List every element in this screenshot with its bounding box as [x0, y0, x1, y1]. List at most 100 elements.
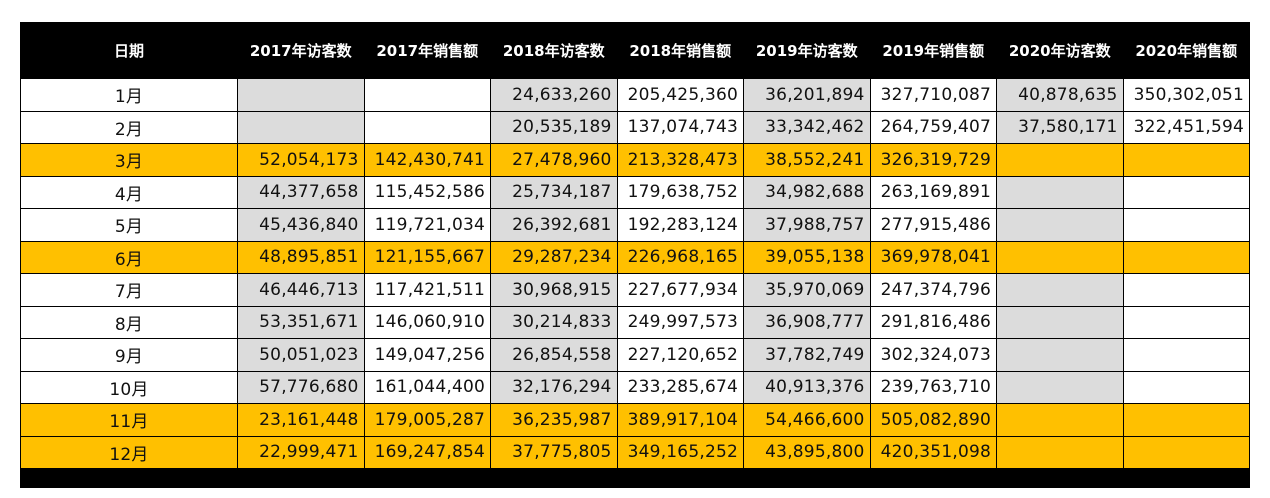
column-header[interactable]: 2018年销售额: [617, 22, 744, 79]
value-cell[interactable]: 115,452,586: [363, 175, 491, 209]
month-cell[interactable]: 6月: [20, 240, 238, 274]
month-cell[interactable]: 10月: [20, 370, 238, 404]
month-cell[interactable]: 9月: [20, 338, 238, 372]
month-cell[interactable]: 5月: [20, 208, 238, 242]
value-cell[interactable]: 39,055,138: [743, 240, 871, 274]
value-cell[interactable]: 32,176,294: [490, 370, 618, 404]
value-cell[interactable]: [996, 143, 1124, 177]
value-cell[interactable]: [996, 435, 1124, 469]
value-cell[interactable]: 420,351,098: [869, 435, 997, 469]
value-cell[interactable]: 36,201,894: [743, 78, 871, 112]
value-cell[interactable]: 119,721,034: [363, 208, 491, 242]
value-cell[interactable]: 48,895,851: [237, 240, 365, 274]
value-cell[interactable]: 53,351,671: [237, 305, 365, 339]
value-cell[interactable]: [1122, 403, 1250, 437]
value-cell[interactable]: 146,060,910: [363, 305, 491, 339]
column-header[interactable]: 2019年访客数: [743, 22, 870, 79]
value-cell[interactable]: [996, 338, 1124, 372]
value-cell[interactable]: 23,161,448: [237, 403, 365, 437]
value-cell[interactable]: [1122, 240, 1250, 274]
value-cell[interactable]: 121,155,667: [363, 240, 491, 274]
value-cell[interactable]: 291,816,486: [869, 305, 997, 339]
value-cell[interactable]: 322,451,594: [1122, 110, 1250, 144]
value-cell[interactable]: 45,436,840: [237, 208, 365, 242]
column-header[interactable]: 2018年访客数: [490, 22, 617, 79]
value-cell[interactable]: 52,054,173: [237, 143, 365, 177]
value-cell[interactable]: 350,302,051: [1122, 78, 1250, 112]
value-cell[interactable]: 29,287,234: [490, 240, 618, 274]
value-cell[interactable]: 263,169,891: [869, 175, 997, 209]
value-cell[interactable]: 327,710,087: [869, 78, 997, 112]
column-header[interactable]: 2020年销售额: [1123, 22, 1250, 79]
month-cell[interactable]: 2月: [20, 110, 238, 144]
value-cell[interactable]: [996, 370, 1124, 404]
value-cell[interactable]: 33,342,462: [743, 110, 871, 144]
value-cell[interactable]: 30,214,833: [490, 305, 618, 339]
value-cell[interactable]: 40,913,376: [743, 370, 871, 404]
value-cell[interactable]: 349,165,252: [616, 435, 744, 469]
value-cell[interactable]: 43,895,800: [743, 435, 871, 469]
column-header[interactable]: 2020年访客数: [996, 22, 1123, 79]
value-cell[interactable]: 36,908,777: [743, 305, 871, 339]
value-cell[interactable]: [996, 273, 1124, 307]
value-cell[interactable]: 40,878,635: [996, 78, 1124, 112]
value-cell[interactable]: 24,633,260: [490, 78, 618, 112]
column-header-date[interactable]: 日期: [20, 22, 238, 79]
value-cell[interactable]: [1122, 208, 1250, 242]
value-cell[interactable]: 37,775,805: [490, 435, 618, 469]
value-cell[interactable]: [1122, 175, 1250, 209]
value-cell[interactable]: 179,005,287: [363, 403, 491, 437]
value-cell[interactable]: 227,677,934: [616, 273, 744, 307]
value-cell[interactable]: 326,319,729: [869, 143, 997, 177]
value-cell[interactable]: [996, 240, 1124, 274]
value-cell[interactable]: 505,082,890: [869, 403, 997, 437]
value-cell[interactable]: [1122, 273, 1250, 307]
value-cell[interactable]: 37,580,171: [996, 110, 1124, 144]
value-cell[interactable]: 26,854,558: [490, 338, 618, 372]
value-cell[interactable]: 369,978,041: [869, 240, 997, 274]
value-cell[interactable]: 277,915,486: [869, 208, 997, 242]
value-cell[interactable]: 213,328,473: [616, 143, 744, 177]
month-cell[interactable]: 8月: [20, 305, 238, 339]
value-cell[interactable]: 226,968,165: [616, 240, 744, 274]
month-cell[interactable]: 12月: [20, 435, 238, 469]
value-cell[interactable]: [1122, 435, 1250, 469]
value-cell[interactable]: 239,763,710: [869, 370, 997, 404]
column-header[interactable]: 2019年销售额: [870, 22, 997, 79]
value-cell[interactable]: 249,997,573: [616, 305, 744, 339]
value-cell[interactable]: [1122, 143, 1250, 177]
value-cell[interactable]: 35,970,069: [743, 273, 871, 307]
value-cell[interactable]: [996, 208, 1124, 242]
value-cell[interactable]: [1122, 338, 1250, 372]
value-cell[interactable]: 302,324,073: [869, 338, 997, 372]
column-header[interactable]: 2017年销售额: [364, 22, 491, 79]
month-cell[interactable]: 1月: [20, 78, 238, 112]
value-cell[interactable]: 149,047,256: [363, 338, 491, 372]
value-cell[interactable]: [1122, 305, 1250, 339]
value-cell[interactable]: 227,120,652: [616, 338, 744, 372]
value-cell[interactable]: 247,374,796: [869, 273, 997, 307]
value-cell[interactable]: [996, 175, 1124, 209]
value-cell[interactable]: 37,782,749: [743, 338, 871, 372]
value-cell[interactable]: 22,999,471: [237, 435, 365, 469]
value-cell[interactable]: 169,247,854: [363, 435, 491, 469]
value-cell[interactable]: 54,466,600: [743, 403, 871, 437]
value-cell[interactable]: [996, 403, 1124, 437]
value-cell[interactable]: 34,982,688: [743, 175, 871, 209]
month-cell[interactable]: 7月: [20, 273, 238, 307]
value-cell[interactable]: 38,552,241: [743, 143, 871, 177]
value-cell[interactable]: 179,638,752: [616, 175, 744, 209]
value-cell[interactable]: [237, 110, 365, 144]
month-cell[interactable]: 11月: [20, 403, 238, 437]
month-cell[interactable]: 3月: [20, 143, 238, 177]
column-header[interactable]: 2017年访客数: [237, 22, 364, 79]
value-cell[interactable]: 233,285,674: [616, 370, 744, 404]
value-cell[interactable]: 205,425,360: [616, 78, 744, 112]
value-cell[interactable]: [996, 305, 1124, 339]
value-cell[interactable]: 36,235,987: [490, 403, 618, 437]
value-cell[interactable]: 20,535,189: [490, 110, 618, 144]
value-cell[interactable]: 264,759,407: [869, 110, 997, 144]
value-cell[interactable]: 50,051,023: [237, 338, 365, 372]
value-cell[interactable]: 25,734,187: [490, 175, 618, 209]
value-cell[interactable]: [363, 110, 491, 144]
